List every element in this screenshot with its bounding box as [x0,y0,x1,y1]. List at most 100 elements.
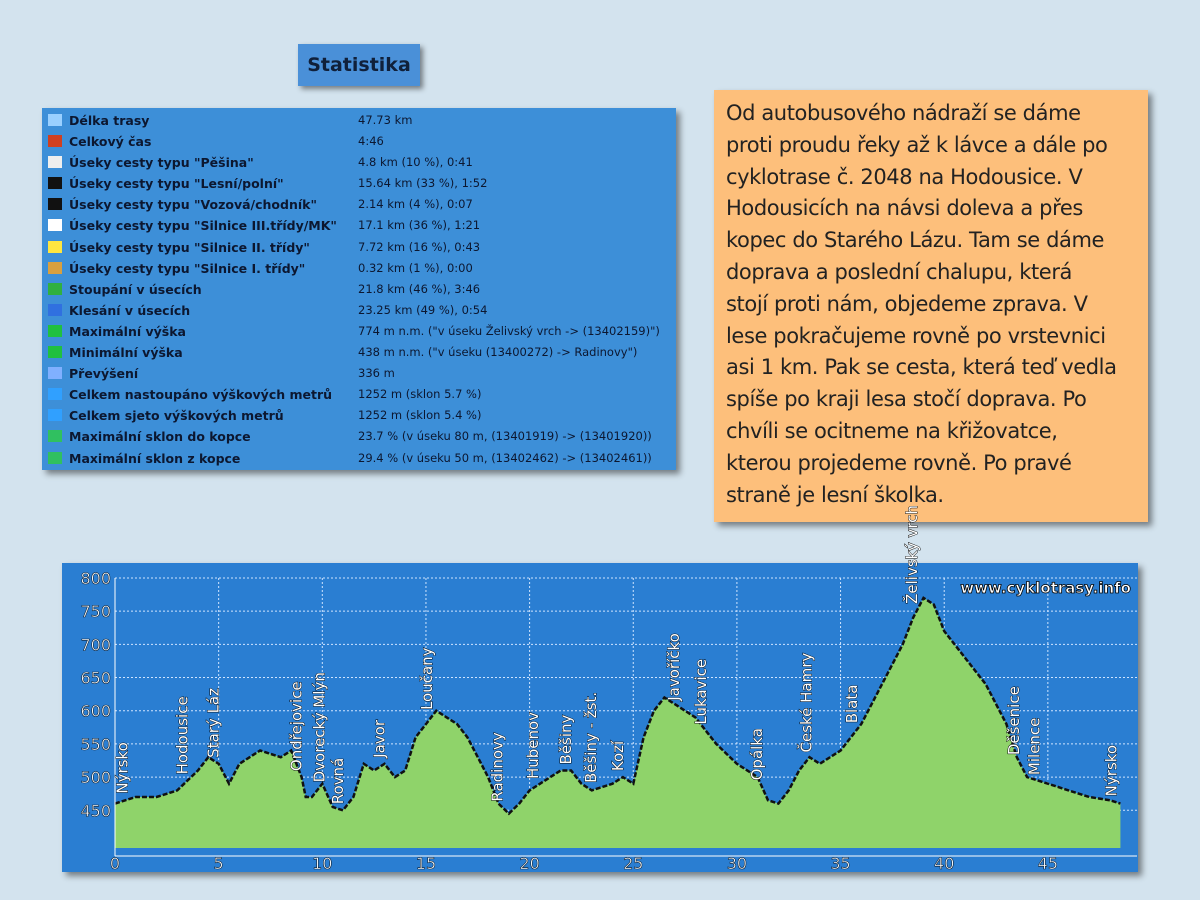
place-label: Opálka [748,728,766,780]
stat-icon [48,156,62,169]
place-label: Děšenice [1005,686,1023,755]
x-tick-label: 30 [727,854,747,873]
stat-icon [48,219,62,232]
place-label: Dvorecký Mlýn [310,672,328,782]
place-label: Běšiny - žst. [582,692,600,783]
elevation-area [115,597,1121,848]
x-tick-label: 0 [110,854,120,873]
elevation-line [114,596,1121,816]
place-label: Nýrsko [1102,745,1120,796]
description-line: asi 1 km. Pak se cesta, která teď vedla [726,355,1117,380]
place-label: Ondřejovice [288,681,306,771]
stat-icon [48,135,62,148]
place-label: Želivský vrch [902,505,921,604]
y-tick-label: 450 [80,801,111,820]
stat-row: Maximální výška 774 m n.m. ("v úseku Želi… [42,321,676,342]
stat-label: Převýšení [69,366,139,382]
stat-value: 17.1 km (36 %), 1:21 [358,218,481,233]
stat-row: Úseky cesty typu "Silnice I. třídy" 0.32 … [42,258,676,279]
place-label: Radinovy [489,732,507,802]
description: Od autobusového nádraží se dáme proti pro… [714,90,1148,522]
y-tick-label: 500 [80,768,111,787]
description-line: proti proudu řeky až k lávce a dále po [726,132,1108,157]
stat-icon [48,114,62,126]
place-label: Běšiny [557,714,575,764]
description-line: stojí proti nám, objedeme zprava. V [726,291,1088,316]
place-label: Javoříčko [665,633,683,702]
description-line: doprava a poslední chalupu, která [726,259,1073,284]
description-line: straně je lesní školka. [726,482,944,507]
stat-icon [48,409,62,422]
stat-value: 15.64 km (33 %), 1:52 [358,176,488,191]
stat-label: Úseky cesty typu "Silnice III.třídy/MK" [69,218,337,234]
place-label: Hubenov [524,712,542,779]
stat-icon [48,240,62,253]
stat-value: 7.72 km (16 %), 0:43 [358,239,481,254]
stat-label: Celkový čas [69,134,152,150]
stat-row: Celkový čas 4:46 [42,131,676,152]
stat-value: 29.4 % (v úseku 50 m, (13402462) -> (134… [358,450,652,465]
stat-label: Stoupání v úsecích [69,281,202,297]
stat-label: Úseky cesty typu "Pěšina" [69,155,254,171]
description-line: Od autobusového nádraží se dáme [726,101,1081,125]
stat-label: Úseky cesty typu "Vozová/chodník" [69,197,317,213]
stat-row: Úseky cesty typu "Silnice II. třídy" 7.72… [42,237,676,258]
place-label: Hodousice [174,696,192,774]
description-line: Hodousicích na návsi doleva a přes [726,196,1083,221]
stat-icon [48,451,62,464]
y-tick-label: 550 [80,735,111,754]
stat-row: Maximální sklon do kopce 23.7 % (v úseku … [42,426,676,447]
watermark: www.cyklotrasy.info [960,579,1131,597]
description-line: chvíli se ocitneme na křižovatce, [726,418,1058,443]
stat-icon [48,388,62,401]
x-tick-label: 10 [312,854,332,873]
place-label: Rovná [329,758,347,805]
stat-icon [48,430,62,443]
description-line: kterou projedeme rovně. Po pravé [726,450,1072,475]
stat-row: Klesání v úsecích 23.25 km (49 %), 0:54 [42,300,676,321]
place-label: Nýrsko [113,742,131,793]
stat-row: Úseky cesty typu "Lesní/polní" 15.64 km (… [42,173,676,194]
title: Statistika [298,44,420,86]
y-tick-label: 700 [80,635,111,654]
stat-value: 21.8 km (46 %), 3:46 [358,281,481,296]
stat-label: Délka trasy [69,113,150,128]
place-label: Milence [1026,718,1044,776]
place-label: Loučany [418,647,436,710]
place-label: Javor [370,719,388,759]
stat-row: Úseky cesty typu "Silnice III.třídy/MK" 1… [42,215,676,236]
y-tick-label: 600 [80,702,111,721]
x-tick-label: 15 [416,854,436,873]
x-tick-label: 25 [623,854,643,873]
place-label: Starý Láz [205,688,223,758]
y-tick-label: 800 [80,569,111,588]
stat-row: Stoupání v úsecích 21.8 km (46 %), 3:46 [42,279,676,300]
stat-label: Minimální výška [69,345,183,361]
x-tick-label: 20 [519,854,539,873]
x-tick-label: 35 [830,854,850,873]
stat-value: 4:46 [358,134,384,149]
stat-value: 47.73 km [358,113,413,127]
stat-value: 4.8 km (10 %), 0:41 [358,155,473,170]
stat-label: Úseky cesty typu "Lesní/polní" [69,176,284,192]
y-tick-label: 750 [80,602,111,621]
stat-value: 1252 m (sklon 5.4 %) [358,408,482,423]
stat-icon [48,282,62,295]
stat-icon [48,261,62,274]
stat-value: 23.7 % (v úseku 80 m, (13401919) -> (134… [358,429,652,444]
description-line: kopec do Starého Lázu. Tam se dáme [726,228,1105,253]
description-line: spíše po kraji lesa stočí doprava. Po [726,387,1087,412]
description-line: lese pokračujeme rovně po vrstevnici [726,323,1106,348]
place-label: Lukavice [692,659,710,725]
stat-label: Celkem sjeto výškových metrů [69,408,284,424]
x-tick-label: 40 [934,854,954,873]
stat-label: Maximální sklon do kopce [69,429,251,445]
stat-label: Úseky cesty typu "Silnice II. třídy" [69,239,310,255]
stat-icon [48,367,62,380]
stat-value: 0.32 km (1 %), 0:00 [358,260,473,275]
stat-row: Délka trasy 47.73 km [42,110,676,131]
stat-row: Celkem nastoupáno výškových metrů 1252 m … [42,384,676,405]
place-label: Kozí [609,740,627,771]
stat-value: 438 m n.m. ("v úseku (13400272) -> Radin… [358,345,638,360]
